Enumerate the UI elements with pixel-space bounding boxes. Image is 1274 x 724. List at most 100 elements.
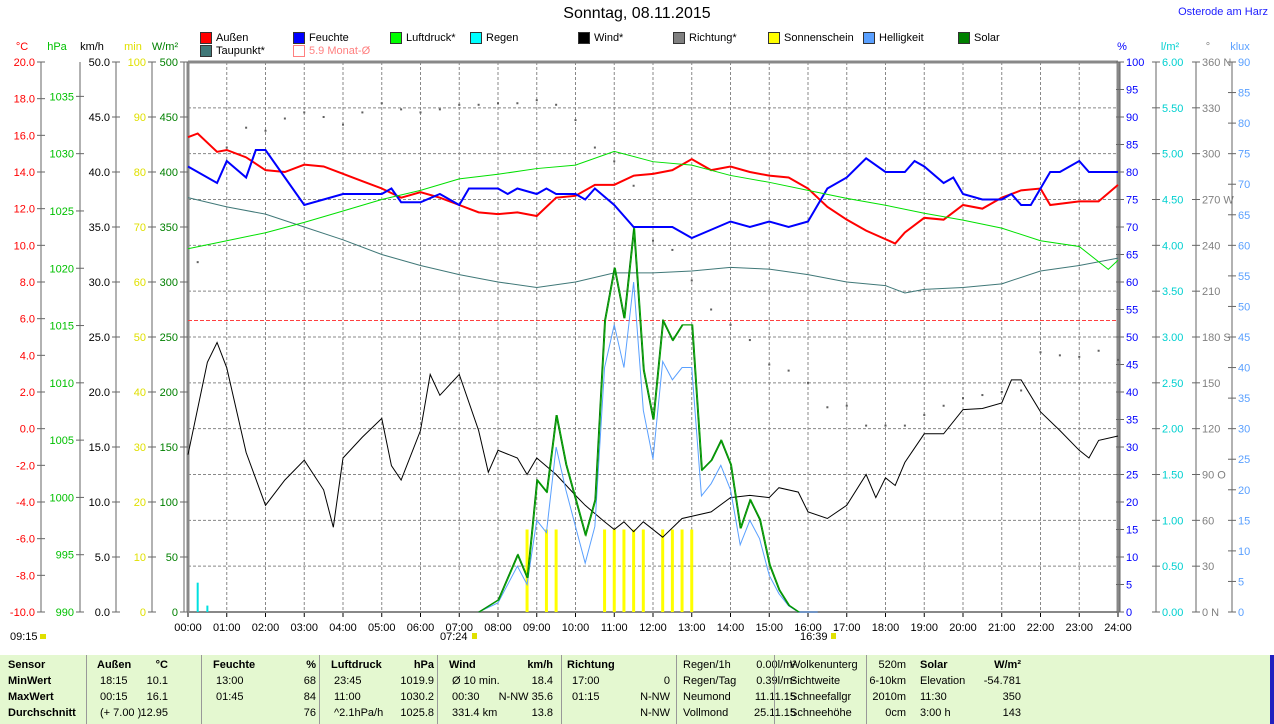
cell-label: Elevation (920, 675, 966, 687)
direction-point (264, 129, 267, 132)
cell-label: 3:00 h (920, 707, 951, 719)
th-unit: % (306, 659, 316, 671)
cell-time: 23:45 (334, 675, 362, 687)
cell-value: 0cm (885, 707, 906, 719)
direction-point (1058, 354, 1061, 357)
wind-tick-label: 45.0 (89, 112, 110, 124)
th-unit: °C (155, 659, 168, 671)
sunrise-icon (472, 633, 477, 639)
column-divider (319, 655, 320, 724)
hum-tick-label: 100 (1126, 57, 1144, 69)
legend-item: Feuchte (293, 32, 349, 44)
x-tick-label: 15:00 (755, 622, 783, 634)
legend-label: Außen (216, 32, 249, 44)
dir-tick-label: 30 (1202, 561, 1214, 573)
x-tick-label: 00:00 (174, 622, 202, 634)
cell-time: 00:30 (452, 691, 480, 703)
th-label: Feuchte (213, 659, 256, 671)
lux-tick-label: 10 (1238, 546, 1250, 558)
wind-tick-label: 5.0 (95, 552, 110, 564)
rain-tick-label: 6.00 (1162, 57, 1183, 69)
location-label: Osterode am Harz (1178, 6, 1268, 18)
sunset-label: 16:39 (800, 631, 828, 643)
rain-tick-label: 1.50 (1162, 470, 1183, 482)
th-unit: km/h (527, 659, 553, 671)
direction-point (1097, 349, 1100, 352)
stats-table: Sensor MinWert MaxWert Durchschnitt Auße… (0, 655, 1274, 724)
cell-time: 18:15 (100, 675, 128, 687)
direction-point (380, 102, 383, 105)
series-line-auen (187, 132, 1119, 245)
direction-point (516, 102, 519, 105)
lux-tick-label: 80 (1238, 118, 1250, 130)
sun-tick-label: 10 (134, 552, 146, 564)
rain-bar (206, 605, 209, 612)
rain-tick-label: 3.00 (1162, 332, 1183, 344)
solar-tick-label: 250 (160, 332, 178, 344)
solar-tick-label: 350 (160, 222, 178, 234)
series-line-solar (478, 228, 799, 613)
th-unit: hPa (413, 659, 434, 671)
hum-tick-label: 65 (1126, 250, 1138, 262)
th-label: Außen (97, 659, 132, 671)
direction-point (748, 339, 751, 342)
direction-point (419, 111, 422, 114)
direction-point (652, 239, 654, 242)
wind-tick-label: 40.0 (89, 167, 110, 179)
x-tick-label: 08:00 (484, 622, 512, 634)
cell-time: Ø 10 min. (452, 675, 500, 687)
rain-axis-unit: l/m² (1161, 41, 1180, 53)
press-tick-label: 1005 (50, 435, 74, 447)
cell-time: 17:00 (572, 675, 600, 687)
x-tick-label: 04:00 (329, 622, 357, 634)
sun-tick-label: 80 (134, 167, 146, 179)
direction-point (322, 116, 325, 118)
solar-axis-unit: W/m² (152, 41, 179, 53)
hum-tick-label: 0 (1126, 607, 1132, 619)
rain-tick-label: 5.00 (1162, 149, 1183, 161)
cell-time: 00:15 (100, 691, 128, 703)
press-tick-label: 1025 (50, 206, 74, 218)
hum-tick-label: 95 (1126, 85, 1138, 97)
direction-point (1000, 391, 1003, 393)
sunshine-bar (641, 529, 645, 612)
press-tick-label: 1035 (50, 91, 74, 103)
cell-value: 76 (303, 707, 316, 719)
legend-swatch (768, 32, 780, 44)
lux-tick-label: 35 (1238, 393, 1250, 405)
hum-tick-label: 5 (1126, 580, 1132, 592)
direction-point (400, 108, 403, 111)
cell-label: Regen/Tag (683, 675, 737, 687)
wind-tick-label: 10.0 (89, 497, 110, 509)
press-tick-label: 1020 (50, 263, 74, 275)
x-tick-label: 19:00 (910, 622, 938, 634)
direction-point (632, 184, 635, 187)
lux-axis-unit: klux (1230, 41, 1250, 53)
legend-swatch (293, 45, 305, 57)
lux-tick-label: 75 (1238, 149, 1250, 161)
direction-point (535, 99, 538, 102)
cell-value: 10.1 (146, 675, 168, 687)
dir-tick-label: 360 N (1202, 57, 1231, 69)
legend-swatch (200, 32, 212, 44)
sun-tick-label: 100 (128, 57, 146, 69)
sunshine-bar (680, 529, 684, 612)
x-tick-label: 14:00 (717, 622, 745, 634)
direction-point (1039, 351, 1042, 354)
x-tick-label: 20:00 (949, 622, 977, 634)
direction-point (768, 363, 771, 366)
direction-point (865, 424, 868, 427)
cell-value: 11.11.15 (754, 691, 796, 703)
sun-tick-label: 70 (134, 222, 146, 234)
press-tick-label: 995 (56, 550, 74, 562)
sun-tick-label: 30 (134, 442, 146, 454)
hum-tick-label: 15 (1126, 525, 1138, 537)
wind-tick-label: 25.0 (89, 332, 110, 344)
th-unit: W/m² (994, 659, 1021, 671)
lux-tick-label: 45 (1238, 332, 1250, 344)
direction-point (1078, 355, 1081, 358)
column-divider (676, 655, 677, 724)
legend-label: Sonnenschein (784, 32, 854, 44)
sunshine-bar (661, 529, 665, 612)
sun-tick-label: 50 (134, 332, 146, 344)
